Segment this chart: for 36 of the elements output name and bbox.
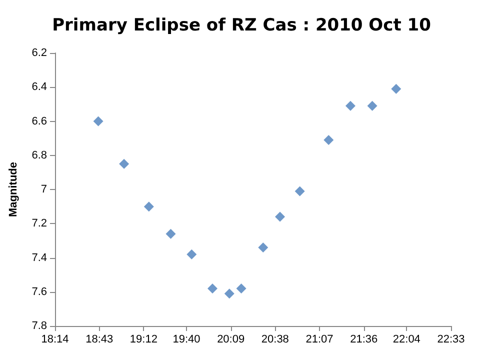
point <box>144 202 154 212</box>
point <box>93 116 104 126</box>
point <box>258 242 268 253</box>
point <box>207 283 218 294</box>
y-tick-label: 7.6 <box>32 286 47 298</box>
point <box>275 212 286 222</box>
x-tick-label: 21:36 <box>350 334 378 346</box>
point <box>345 100 356 111</box>
y-tick-label: 6.4 <box>32 81 47 94</box>
y-tick-label: 7 <box>40 184 47 196</box>
point <box>236 283 246 294</box>
y-tick-label: 7.4 <box>32 252 47 264</box>
x-tick-label: 20:09 <box>217 334 245 346</box>
chart-title: Primary Eclipse of RZ Cas : 2010 Oct 10 <box>52 16 432 36</box>
point <box>294 186 305 196</box>
x-tick-label: 19:40 <box>172 334 200 346</box>
x-tick-label: 18:14 <box>41 334 69 346</box>
point <box>367 100 378 111</box>
x-tick-label: 19:12 <box>130 334 158 346</box>
y-tick-label: 6.8 <box>32 149 47 162</box>
point <box>391 84 402 94</box>
y-tick-label: 7.8 <box>32 320 47 332</box>
y-tick-label: 6.6 <box>32 115 47 128</box>
point <box>166 228 176 239</box>
point <box>324 135 334 146</box>
x-tick-label: 18:43 <box>86 334 114 346</box>
x-tick-label: 21:07 <box>306 334 334 346</box>
y-tick-label: 7.2 <box>32 218 47 230</box>
x-tick-label: 22:04 <box>392 334 420 346</box>
y-tick-label: 6.2 <box>32 47 47 59</box>
x-tick-label: 22:33 <box>437 334 465 346</box>
point <box>119 158 130 169</box>
x-tick-label: 20:38 <box>261 334 289 346</box>
point <box>186 249 197 260</box>
point <box>224 288 234 299</box>
y-axis-title: Magnitude <box>8 162 20 217</box>
